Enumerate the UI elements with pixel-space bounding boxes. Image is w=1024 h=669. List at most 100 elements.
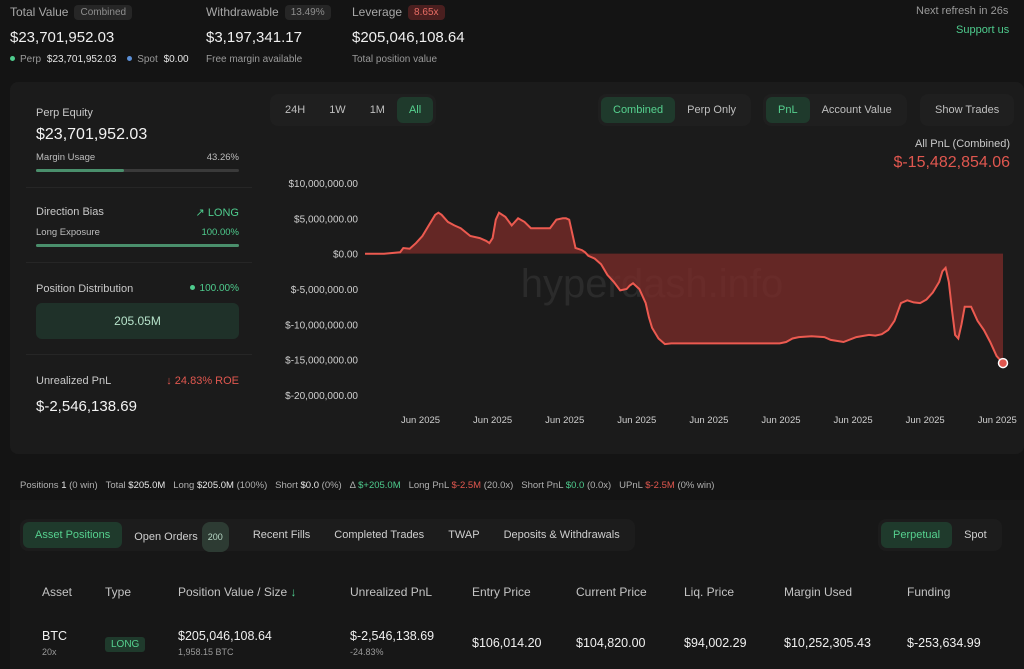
long-exposure-value: 100.00% — [201, 227, 239, 238]
long-value: $205.0M — [196, 480, 234, 491]
tab-perpetual[interactable]: Perpetual — [881, 522, 953, 548]
asset-symbol: BTC — [42, 629, 67, 643]
position-distribution-bar[interactable]: 205.05M — [36, 303, 239, 339]
show-trades-wrap: Show Trades — [920, 94, 1015, 126]
col-type[interactable]: Type — [105, 585, 132, 599]
mode-combined[interactable]: Combined — [601, 97, 676, 123]
position-value-sub: Total position value — [352, 54, 438, 65]
col-liq-price[interactable]: Liq. Price — [684, 585, 735, 599]
refresh-countdown: Next refresh in 26s — [916, 5, 1009, 17]
pnl-line — [365, 211, 1004, 364]
position-distribution-label: Position Distribution — [36, 283, 134, 295]
range-1m[interactable]: 1M — [369, 104, 385, 116]
unrealized-pnl-label: Unrealized PnL — [36, 375, 112, 387]
col-position-value[interactable]: Position Value / Size ↓ — [178, 585, 297, 599]
col-current-price[interactable]: Current Price — [576, 585, 647, 599]
x-tick-label: Jun 2025 — [473, 415, 512, 426]
x-tick-label: Jun 2025 — [617, 415, 656, 426]
mode-perp-only[interactable]: Perp Only — [687, 104, 737, 116]
metric-pnl[interactable]: PnL — [766, 97, 810, 123]
positions-value: 1 — [61, 480, 67, 491]
leverage-badge: 8.65x — [408, 5, 445, 20]
col-margin-used[interactable]: Margin Used — [784, 585, 853, 599]
withdrawable-badge: 13.49% — [284, 5, 331, 20]
range-all[interactable]: All — [396, 97, 434, 123]
metric-selector: PnL Account Value — [763, 94, 907, 126]
x-tick-label: Jun 2025 — [401, 415, 440, 426]
col-asset[interactable]: Asset — [42, 585, 73, 599]
y-tick-label: $-20,000,000.00 — [285, 391, 358, 402]
range-1w[interactable]: 1W — [329, 104, 346, 116]
support-link[interactable]: Support us — [956, 24, 1010, 36]
position-size-cell: 1,958.15 BTC — [178, 647, 234, 657]
col-entry-price[interactable]: Entry Price — [472, 585, 531, 599]
perp-equity-label: Perp Equity — [36, 107, 93, 119]
row-current-price: $104,820.00 — [576, 636, 646, 650]
y-tick-label: $5,000,000.00 — [294, 214, 358, 225]
spot-value: $0.00 — [163, 54, 189, 65]
unrealized-pnl-section: Unrealized PnL ↓ 24.83% ROE $-2,546,138.… — [36, 375, 239, 415]
trend-up-icon: ↗ — [195, 207, 205, 219]
tab-spot[interactable]: Spot — [964, 529, 987, 541]
open-orders-count: 200 — [201, 522, 229, 552]
direction-bias-value: LONG — [207, 207, 239, 219]
withdrawable-stat: Withdrawable 13.49% $3,197,341.17 Free ma… — [206, 5, 331, 65]
withdrawable-value: $3,197,341.17 — [206, 29, 302, 46]
long-pnl-label: Long PnL — [408, 480, 449, 491]
margin-usage-label: Margin Usage — [36, 152, 96, 163]
perp-equity-value: $23,701,952.03 — [36, 126, 148, 143]
positions-tabs: Asset Positions Open Orders 200 Recent Fi… — [20, 519, 635, 552]
tab-completed-trades[interactable]: Completed Trades — [334, 529, 425, 541]
delta-value: $+205.0M — [358, 480, 401, 491]
chart-header: All PnL (Combined) $-15,482,854.06 — [893, 138, 1010, 172]
spot-label: Spot — [137, 54, 158, 65]
row-funding: $-253,634.99 — [907, 636, 981, 650]
upnl-pct-cell: -24.83% — [350, 647, 384, 657]
total-value-stat: Total Value Combined $23,701,952.03 Perp … — [10, 5, 189, 65]
upnl-value: $-2.5M — [645, 480, 675, 491]
range-24h[interactable]: 24H — [285, 104, 306, 116]
mode-selector: Combined Perp Only — [598, 94, 752, 126]
row-entry-price: $106,014.20 — [472, 636, 542, 650]
long-exposure-label: Long Exposure — [36, 227, 100, 238]
market-tabs: Perpetual Spot — [878, 519, 1002, 551]
perp-dot-icon — [10, 56, 15, 61]
metric-account-value[interactable]: Account Value — [821, 104, 892, 116]
tab-asset-positions[interactable]: Asset Positions — [23, 522, 123, 548]
divider — [26, 354, 252, 355]
row-type: LONG — [105, 636, 146, 652]
tab-twap[interactable]: TWAP — [448, 529, 480, 541]
long-label: Long — [173, 480, 195, 491]
perp-value: $23,701,952.03 — [46, 54, 117, 65]
position-distribution-section: Position Distribution 100.00% 205.05M — [36, 283, 239, 339]
pnl-chart[interactable]: hyperdash.info $10,000,000.00$5,000,000.… — [10, 82, 1024, 454]
pnl-area — [365, 212, 1003, 364]
col-funding[interactable]: Funding — [907, 585, 951, 599]
x-tick-label: Jun 2025 — [978, 415, 1017, 426]
tab-deposits-withdrawals[interactable]: Deposits & Withdrawals — [503, 529, 620, 541]
perp-label: Perp — [20, 54, 42, 65]
long-exposure-bar — [36, 244, 239, 247]
combined-badge: Combined — [74, 5, 133, 20]
position-distribution-value: 100.00% — [199, 283, 239, 294]
long-badge: LONG — [105, 637, 146, 652]
roe-value: 24.83% ROE — [174, 375, 239, 387]
x-tick-label: Jun 2025 — [761, 415, 800, 426]
withdrawable-sub: Free margin available — [206, 54, 303, 65]
arrow-down-icon: ↓ — [166, 375, 172, 387]
pnl-endpoint — [997, 357, 1009, 369]
tab-open-orders[interactable]: Open Orders 200 — [122, 522, 241, 552]
col-unrealized-pnl[interactable]: Unrealized PnL — [350, 585, 433, 599]
long-dot-icon — [189, 285, 195, 290]
tab-recent-fills[interactable]: Recent Fills — [252, 529, 311, 541]
short-value: $0.0 — [300, 480, 320, 491]
total-value: $23,701,952.03 — [10, 29, 115, 46]
unrealized-pnl-value: $-2,546,138.69 — [36, 398, 137, 415]
show-trades-button[interactable]: Show Trades — [935, 104, 1000, 116]
total-label: Total — [105, 480, 126, 491]
positions-sub: (0 win) — [69, 480, 98, 491]
short-pnl-value: $0.0 — [565, 480, 585, 491]
delta-icon: Δ — [349, 480, 356, 491]
direction-bias-label: Direction Bias — [36, 206, 104, 218]
divider — [26, 187, 252, 188]
